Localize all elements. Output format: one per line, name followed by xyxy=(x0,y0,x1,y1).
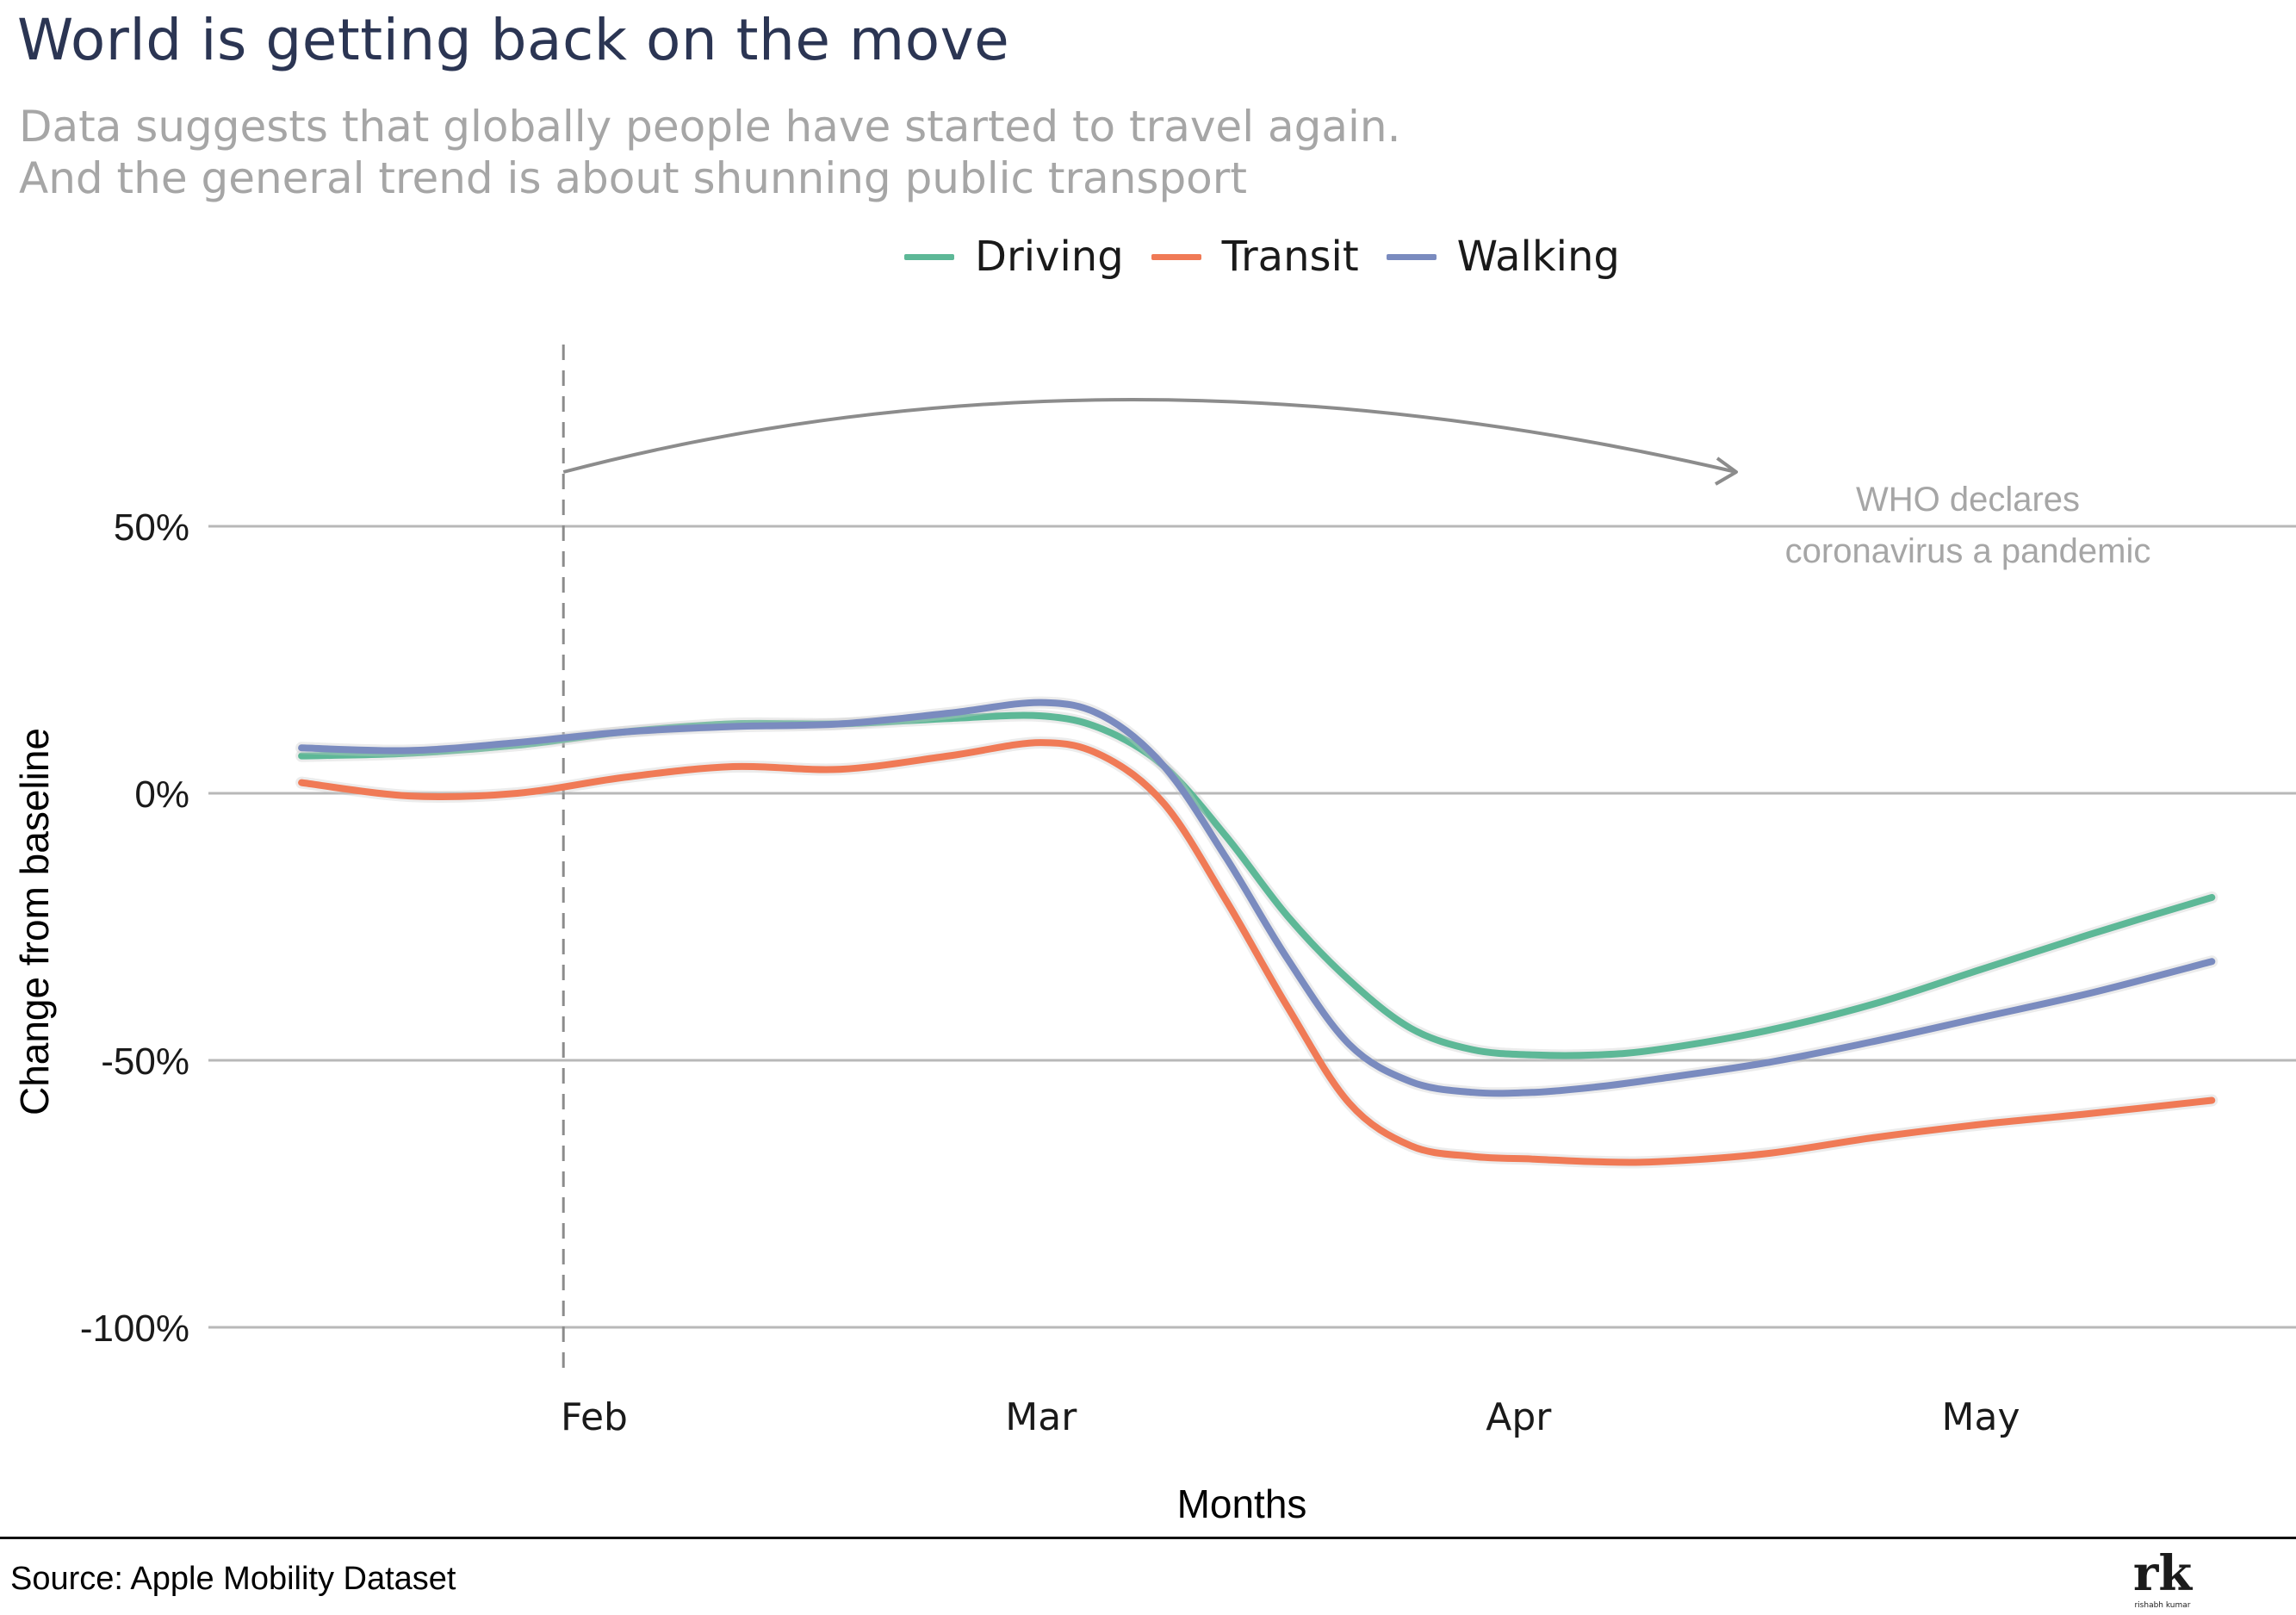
legend-item-driving: Driving xyxy=(904,233,1124,281)
line-chart: 50% 0% -50% -100% Feb Mar Apr May Months Chang… xyxy=(12,345,2296,1526)
y-tick-label: -100% xyxy=(80,1308,189,1350)
series-walking xyxy=(295,696,2218,1100)
chart-title: World is getting back on the move xyxy=(17,7,1010,73)
y-axis-title: Change from baseline xyxy=(12,728,57,1115)
legend: Driving Transit Walking xyxy=(904,231,1648,283)
x-tick-label: May xyxy=(1942,1395,2020,1439)
series-line-transit xyxy=(298,739,2216,1166)
svg-text:rishabh kumar: rishabh kumar xyxy=(2134,1601,2190,1610)
annotation-text-line: WHO declares xyxy=(1856,481,2080,519)
legend-swatch-walking xyxy=(1386,253,1437,260)
subtitle-line-1: Data suggests that globally people have … xyxy=(19,102,1401,152)
footer-divider xyxy=(0,1537,2296,1539)
grid-layer xyxy=(208,525,2296,1329)
legend-label-driving: Driving xyxy=(975,233,1124,281)
y-tick-label: 0% xyxy=(134,773,189,816)
annotation: WHO declares coronavirus a pandemic xyxy=(562,398,2151,570)
series-line-walking xyxy=(298,699,2216,1097)
annotation-text-line: coronavirus a pandemic xyxy=(1785,532,2151,570)
legend-swatch-driving xyxy=(904,253,954,260)
annotation-arrow xyxy=(562,398,1737,474)
subtitle-line-2: And the general trend is about shunning … xyxy=(19,153,1247,203)
series-band-driving xyxy=(295,709,2218,1062)
legend-label-walking: Walking xyxy=(1456,233,1620,281)
svg-text:rk: rk xyxy=(2133,1549,2194,1602)
brand-logo: rk rishabh kumar xyxy=(2133,1549,2194,1610)
y-axis-ticks: 50% 0% -50% -100% xyxy=(80,506,189,1350)
legend-item-walking: Walking xyxy=(1386,233,1620,281)
source-caption: Source: Apple Mobility Dataset xyxy=(10,1561,456,1597)
series-transit xyxy=(295,736,2218,1169)
series-band-walking xyxy=(295,696,2218,1100)
annotation-arrowhead xyxy=(1714,457,1738,486)
legend-swatch-transit xyxy=(1151,253,1201,260)
x-tick-label: Apr xyxy=(1486,1395,1552,1439)
x-tick-label: Mar xyxy=(1005,1395,1077,1439)
y-tick-label: 50% xyxy=(114,506,189,549)
x-axis-title: Months xyxy=(1177,1481,1307,1526)
series-driving xyxy=(295,709,2218,1062)
y-tick-label: -50% xyxy=(101,1040,189,1083)
legend-label-transit: Transit xyxy=(1221,233,1359,281)
x-axis-ticks: Feb Mar Apr May xyxy=(561,1395,2020,1439)
x-tick-label: Feb xyxy=(561,1395,628,1439)
legend-item-transit: Transit xyxy=(1151,233,1359,281)
series-layer xyxy=(295,696,2218,1169)
